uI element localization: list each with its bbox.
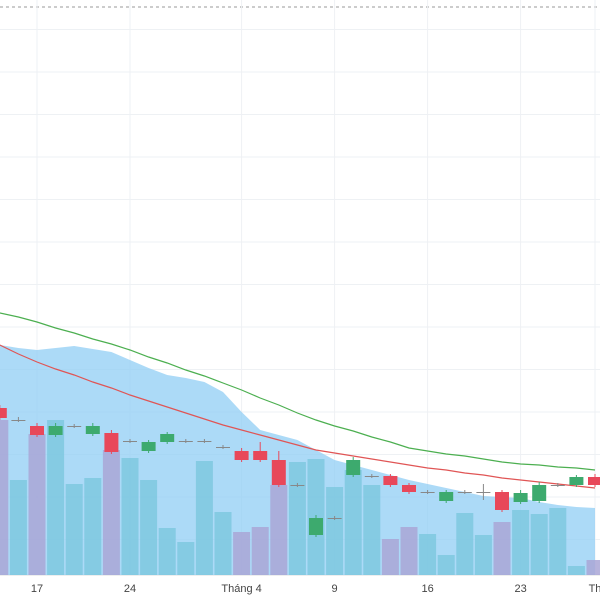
candle-body — [290, 485, 305, 486]
volume-bar — [586, 560, 600, 575]
candle-body — [439, 492, 454, 501]
candle-body — [495, 492, 509, 510]
x-tick-label: 17 — [31, 583, 43, 595]
volume-bar — [195, 461, 213, 575]
volume-bar — [474, 535, 492, 575]
volume-bar — [177, 542, 195, 575]
candle-body — [532, 485, 547, 501]
volume-bar — [47, 420, 65, 575]
candle-body — [550, 485, 565, 486]
candle-body — [253, 451, 268, 460]
candle-body — [420, 492, 435, 493]
x-tick-label: 9 — [332, 583, 338, 595]
volume-bar — [251, 527, 269, 575]
candle-body — [271, 460, 286, 485]
volume-bar — [288, 462, 306, 575]
volume-bar — [363, 485, 381, 575]
volume-bar — [0, 420, 9, 575]
volume-bar — [233, 532, 251, 575]
volume-bar — [158, 528, 176, 575]
volume-bar — [9, 480, 27, 575]
volume-bar — [65, 484, 83, 575]
candle-body — [30, 426, 44, 435]
volume-bar — [84, 478, 102, 575]
volume-bar — [102, 450, 120, 575]
ma-line — [0, 312, 596, 471]
x-tick-label: 16 — [421, 583, 433, 595]
candle-body — [383, 476, 398, 485]
x-tick-label: Tháng 4 — [221, 583, 261, 595]
volume-bar — [344, 470, 362, 575]
candle-body — [160, 434, 175, 442]
x-tick-label: Th — [589, 583, 600, 595]
volume-bar — [121, 458, 139, 575]
x-tick-label: 24 — [124, 583, 136, 595]
volume-bar — [549, 508, 567, 575]
volume-bar — [493, 522, 511, 575]
candle-body — [476, 492, 491, 493]
candle-body — [569, 477, 584, 485]
candle-body — [123, 441, 137, 442]
volume-bar — [456, 513, 474, 575]
candle-body — [0, 408, 7, 418]
volume-bar — [437, 555, 455, 575]
volume-bar — [28, 434, 46, 575]
candle-body — [309, 518, 323, 535]
candle-body — [346, 460, 361, 475]
candle-body — [141, 442, 156, 451]
volume-bar — [512, 510, 530, 575]
volume-bar — [530, 514, 548, 575]
candle-body — [216, 447, 230, 448]
candle-body — [588, 477, 600, 485]
volume-bar — [270, 485, 288, 575]
volume-bar — [214, 512, 232, 575]
candle-body — [234, 451, 249, 460]
candle-body — [104, 433, 119, 452]
x-tick-label: 23 — [514, 583, 526, 595]
candle-body — [85, 426, 100, 434]
candle-body — [197, 441, 212, 442]
volume-bar — [326, 487, 344, 575]
candle-body — [67, 426, 82, 427]
candle-body — [48, 426, 63, 435]
candle-body — [327, 518, 342, 519]
candle-body — [457, 492, 472, 493]
candle-body — [513, 493, 528, 502]
volume-bar — [381, 539, 399, 575]
ma-line — [0, 344, 596, 489]
candle-body — [11, 420, 26, 421]
volume-bar — [400, 527, 418, 575]
candle-body — [402, 485, 416, 492]
candle-body — [178, 441, 193, 442]
volume-bar — [567, 566, 585, 575]
candle-body — [364, 476, 379, 477]
volume-bar — [140, 480, 158, 575]
volume-bar — [419, 534, 437, 575]
